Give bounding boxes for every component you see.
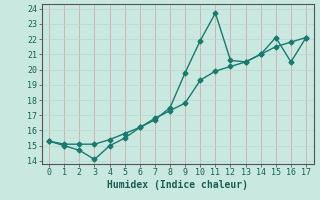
X-axis label: Humidex (Indice chaleur): Humidex (Indice chaleur) — [107, 180, 248, 190]
